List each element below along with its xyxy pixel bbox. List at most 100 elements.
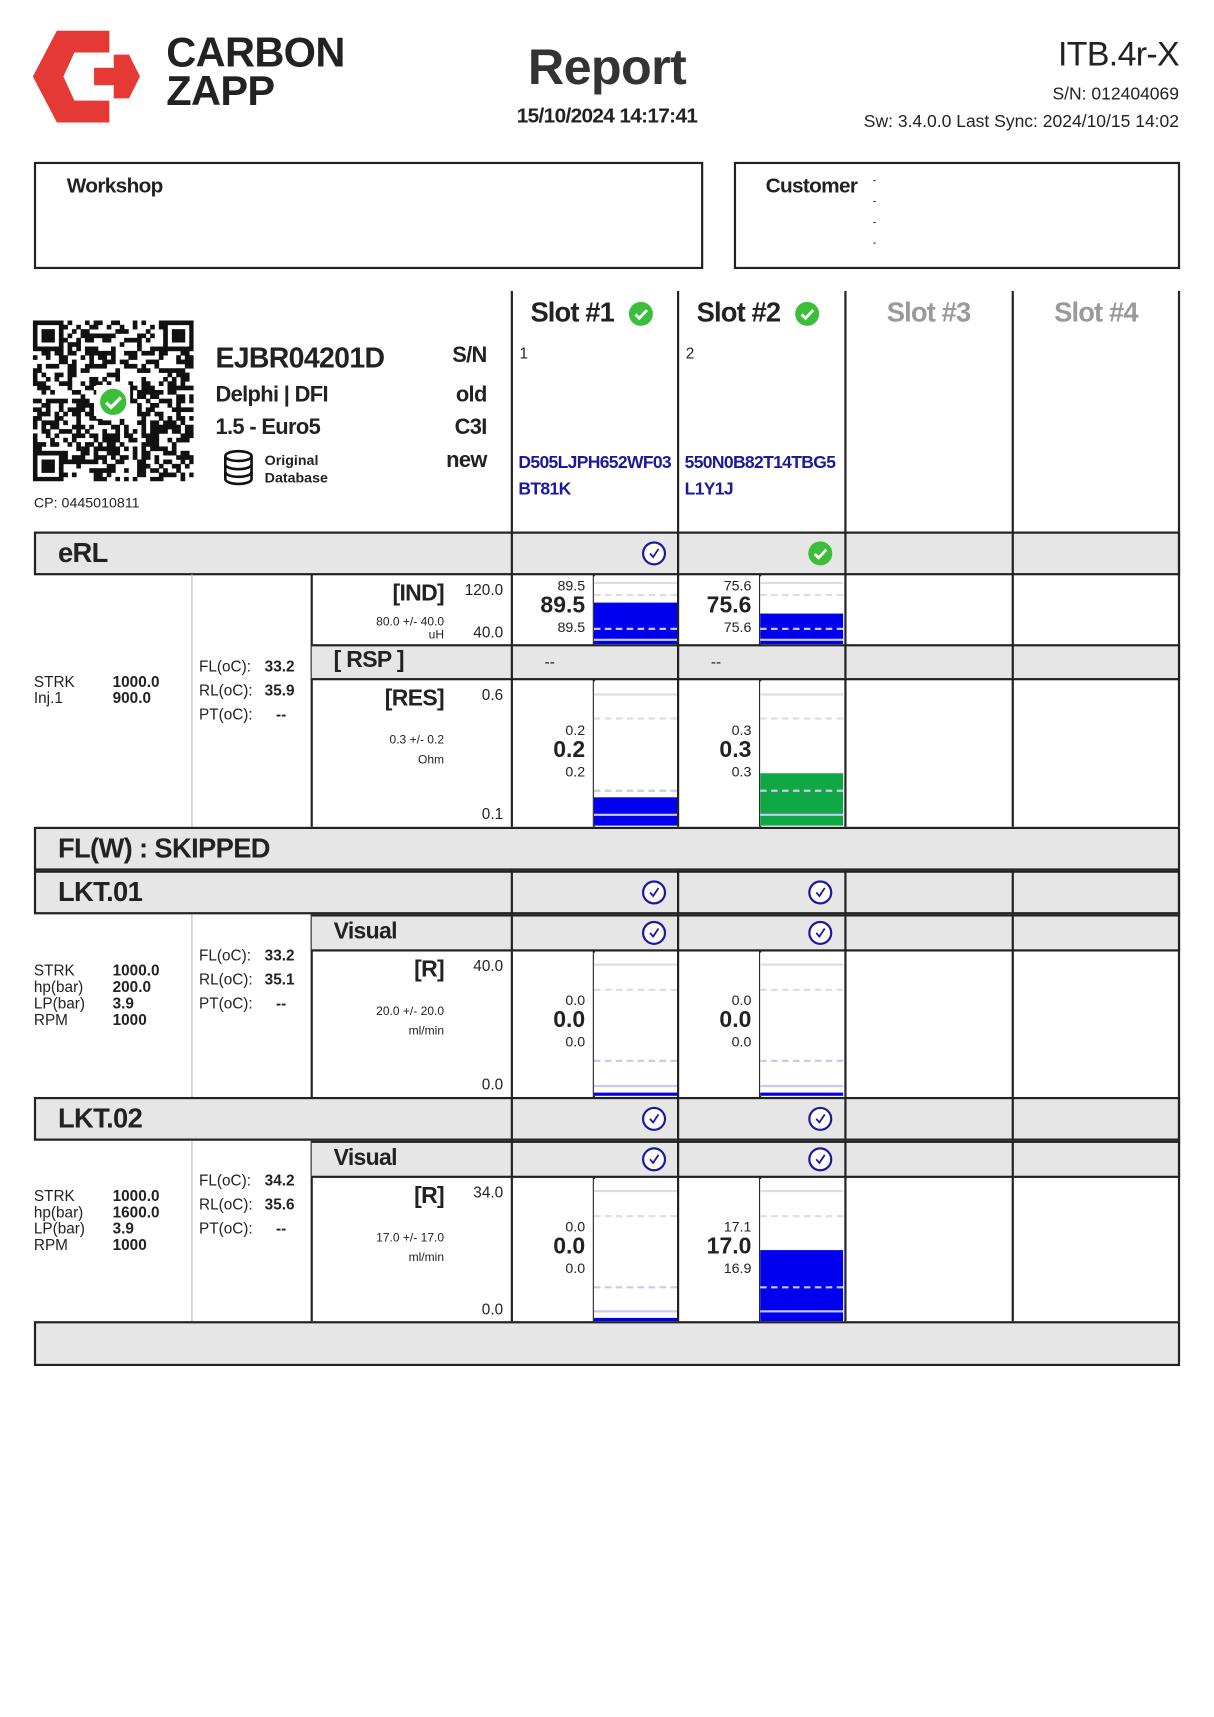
- visual-label: Visual: [333, 1145, 398, 1171]
- customer-detail-line: -: [872, 216, 877, 229]
- reading-top: 89.5: [557, 577, 586, 595]
- customer-label: Customer: [765, 174, 858, 198]
- limit-line: [593, 1285, 678, 1288]
- column-divider: [677, 1141, 680, 1177]
- reading-main: 0.2: [553, 736, 586, 763]
- reading-top: 0.0: [731, 992, 752, 1009]
- column-divider: [1177, 645, 1181, 680]
- slot-header-1[interactable]: Slot #1 1 D505LJPH652WF03 BT81K: [512, 291, 678, 532]
- visual-status-check-icon: [642, 1147, 667, 1172]
- tolerance: 0.3 +/- 0.2: [389, 733, 445, 747]
- reading-main: 0.3: [719, 736, 752, 763]
- column-divider: [510, 870, 513, 915]
- limit-line: [760, 1060, 844, 1063]
- temp-label: RL(oC):: [199, 969, 253, 988]
- brand-name: CARBON ZAPP: [166, 33, 345, 115]
- row-border: [311, 949, 1181, 952]
- reading-main: 17.0: [706, 1233, 752, 1259]
- column-divider: [1011, 574, 1014, 827]
- limit-line: [593, 1214, 678, 1217]
- column-divider: [1011, 290, 1014, 532]
- slot-number: 2: [685, 344, 695, 363]
- column-divider: [1177, 1140, 1181, 1323]
- section-title: LKT.01: [57, 877, 143, 908]
- reading-bar: [760, 576, 844, 645]
- slot-header-2[interactable]: Slot #2 2 550N0B82T14TBG5 L1Y1J: [678, 291, 844, 532]
- param-label: Inj.1: [33, 688, 63, 706]
- column-divider: [310, 1140, 313, 1323]
- param-value: 900.0: [112, 688, 151, 706]
- measurement-label: [ RSP ]: [333, 647, 405, 673]
- tolerance: 17.0 +/- 17.0: [376, 1231, 445, 1245]
- limit-line: [760, 692, 844, 696]
- rsp-value: --: [544, 652, 555, 671]
- footer-bar: [33, 1321, 1181, 1367]
- device-model: ITB.4r-X: [1058, 34, 1180, 74]
- visual-label: Visual: [333, 918, 398, 944]
- column-divider: [510, 290, 513, 532]
- slot-label: Slot #4: [1054, 297, 1138, 329]
- temp-value: 34.2: [264, 1171, 295, 1189]
- range-min: 0.0: [481, 1300, 504, 1318]
- range-max: 40.0: [473, 956, 504, 975]
- range-min: 40.0: [473, 623, 504, 641]
- workshop-label: Workshop: [66, 174, 164, 198]
- reading-main: 0.0: [553, 1233, 586, 1259]
- temp-label: FL(oC):: [199, 1171, 251, 1189]
- visual-row: [311, 1141, 1180, 1177]
- param-label: hp(bar): [33, 1203, 84, 1221]
- database-source: Original Database: [265, 452, 328, 487]
- section-header-flw: [33, 826, 1181, 871]
- column-divider: [677, 1140, 680, 1323]
- column-divider: [1011, 870, 1014, 915]
- slot-injector-code: D505LJPH652WF03: [518, 453, 672, 473]
- limit-line: [593, 1190, 678, 1193]
- temp-value: 33.2: [264, 945, 295, 964]
- carbon-zapp-logo-icon: [32, 30, 140, 123]
- injector-make: Delphi | DFI: [215, 382, 328, 407]
- limit-line: [593, 988, 678, 991]
- column-divider: [1011, 914, 1014, 1097]
- column-divider: [1177, 574, 1181, 827]
- range-min: 0.0: [481, 1075, 504, 1093]
- limit-line: [760, 1084, 844, 1087]
- column-divider: [310, 574, 313, 827]
- slot-header-3[interactable]: Slot #3: [845, 291, 1011, 532]
- slot-label: Slot #3: [886, 297, 971, 329]
- slot-label: Slot #2: [696, 297, 781, 329]
- limit-line: [593, 814, 678, 817]
- reading-main: 0.0: [553, 1007, 586, 1033]
- temp-label: RL(oC):: [199, 1195, 253, 1213]
- injector-spec: 1.5 - Euro5: [215, 415, 321, 440]
- limit-line: [760, 717, 844, 720]
- reading-main: 0.0: [719, 1007, 752, 1033]
- range-max: 34.0: [473, 1183, 504, 1201]
- bar-fill: [593, 602, 678, 645]
- param-label: LP(bar): [33, 1219, 85, 1237]
- slot-header-4[interactable]: Slot #4: [1013, 291, 1179, 532]
- reading-bar: [760, 1179, 844, 1322]
- rsp-row: [311, 645, 1180, 680]
- row-border: [311, 1140, 1181, 1143]
- row-border: [311, 678, 1181, 681]
- qr-code: [32, 320, 194, 482]
- temp-label: FL(oC):: [199, 945, 251, 964]
- serial-label: old: [455, 382, 488, 407]
- reading-main: 89.5: [540, 593, 586, 619]
- column-divider: [1011, 1141, 1014, 1177]
- range-max: 120.0: [464, 580, 504, 599]
- column-divider: [510, 645, 513, 680]
- column-divider: [844, 1141, 847, 1177]
- column-divider: [1177, 914, 1181, 1097]
- section-header-lkt02: [33, 1096, 1181, 1141]
- reading-bar: [593, 1179, 678, 1322]
- brand-line-2: ZAPP: [166, 68, 275, 115]
- reading-main: 75.6: [706, 593, 752, 619]
- section-status-check-icon: [642, 1106, 667, 1131]
- range-max: 0.6: [481, 685, 504, 704]
- tolerance: 20.0 +/- 20.0: [376, 1005, 445, 1019]
- serial-label: new: [446, 448, 487, 473]
- database-icon: [223, 449, 253, 486]
- database-line-1: Original: [264, 451, 319, 469]
- limit-line: [593, 638, 678, 641]
